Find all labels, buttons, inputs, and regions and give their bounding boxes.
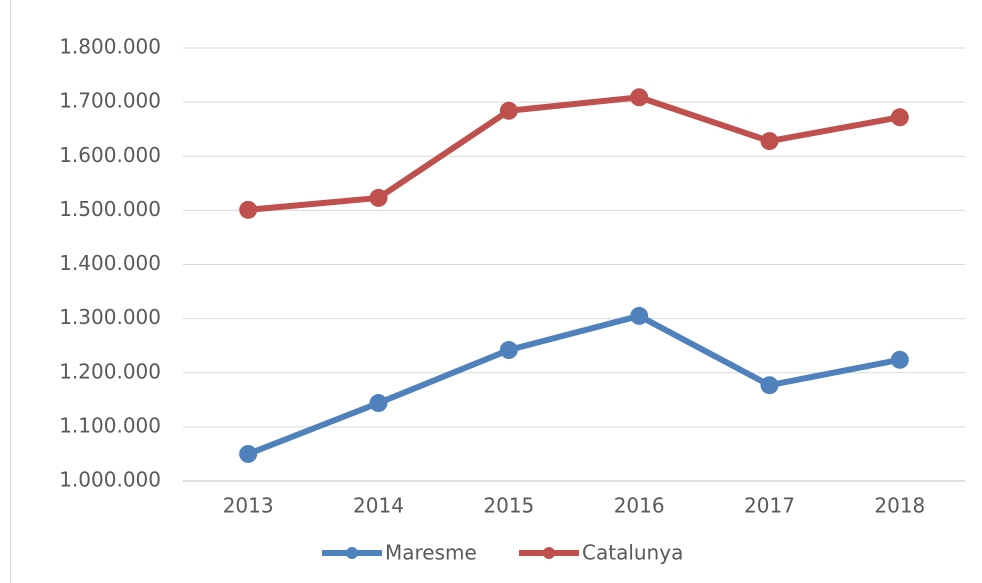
- data-point: [239, 444, 258, 463]
- y-tick-label: 1.500.000: [59, 197, 161, 221]
- series-line: [247, 94, 901, 213]
- data-point: [499, 341, 518, 360]
- data-point: [630, 306, 649, 325]
- data-point: [890, 350, 909, 369]
- legend-marker: [346, 547, 358, 559]
- y-tick-label: 1.200.000: [59, 359, 161, 383]
- data-point: [760, 132, 779, 151]
- data-point: [630, 88, 649, 107]
- data-point: [499, 101, 518, 120]
- legend-label: Maresme: [385, 541, 477, 565]
- y-tick-label: 1.300.000: [59, 305, 161, 329]
- y-tick-label: 1.700.000: [59, 89, 161, 113]
- data-point: [369, 188, 388, 207]
- legend-marker: [543, 547, 555, 559]
- x-tick-label: 2015: [483, 494, 534, 518]
- y-tick-label: 1.400.000: [59, 251, 161, 275]
- data-point: [760, 376, 779, 395]
- x-tick-label: 2014: [353, 494, 404, 518]
- y-tick-label: 1.600.000: [59, 143, 161, 167]
- data-point: [239, 200, 258, 219]
- x-tick-label: 2013: [223, 494, 274, 518]
- x-tick-label: 2016: [614, 494, 665, 518]
- x-tick-label: 2017: [744, 494, 795, 518]
- data-point: [369, 394, 388, 413]
- y-tick-label: 1.100.000: [59, 413, 161, 437]
- y-tick-label: 1.000.000: [59, 468, 161, 492]
- data-point: [890, 108, 909, 127]
- chart-frame: [10, 0, 982, 583]
- series-line: [247, 312, 901, 457]
- legend-label: Catalunya: [582, 541, 683, 565]
- y-tick-label: 1.800.000: [59, 35, 161, 59]
- x-tick-label: 2018: [874, 494, 925, 518]
